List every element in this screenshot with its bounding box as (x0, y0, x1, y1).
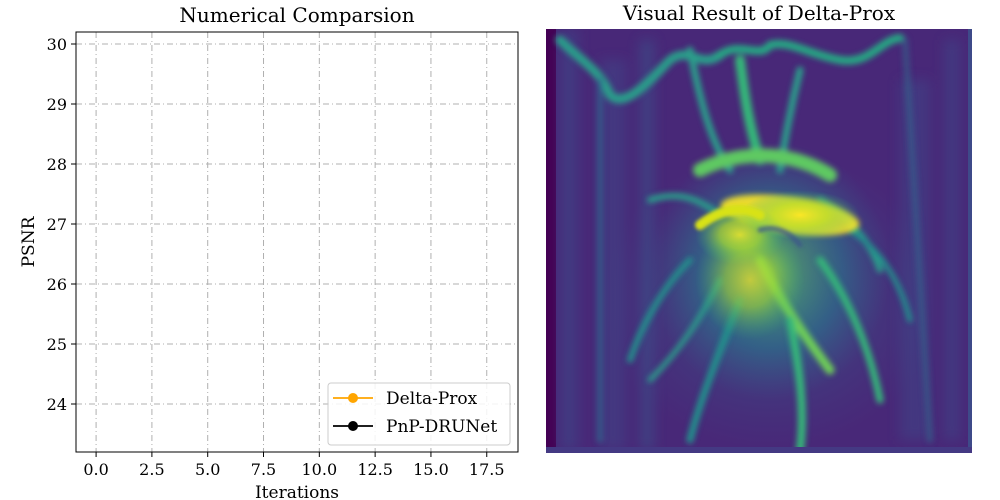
x-tick-label: 0.0 (83, 460, 108, 479)
left-chart-title: Numerical Comparsion (179, 3, 414, 27)
legend: Delta-Prox PnP-DRUNet (327, 382, 511, 446)
y-axis-ticks: 24 25 26 27 28 29 30 (47, 35, 76, 414)
right-panel-title: Visual Result of Delta-Prox (622, 1, 896, 25)
delta-prox-visual-result: Visual Result of Delta-Prox (546, 1, 972, 453)
x-axis-ticks: 0.0 2.5 5.0 7.5 10.0 12.5 15.0 17.5 (83, 452, 505, 479)
x-tick-label: 15.0 (413, 460, 449, 479)
legend-label-delta-prox: Delta-Prox (386, 389, 478, 409)
x-axis-label: Iterations (255, 483, 339, 500)
y-tick-label: 24 (47, 395, 67, 414)
x-tick-label: 10.0 (302, 460, 338, 479)
plot-area-frame (75, 31, 519, 453)
x-tick-label: 5.0 (195, 460, 220, 479)
legend-entry-pnp-drunet: PnP-DRUNet (333, 417, 497, 437)
y-tick-label: 25 (47, 335, 67, 354)
y-tick-label: 26 (47, 275, 67, 294)
legend-entry-delta-prox: Delta-Prox (333, 389, 478, 409)
legend-marker-pnp-drunet (348, 421, 358, 431)
legend-marker-delta-prox (348, 393, 358, 403)
y-tick-label: 28 (47, 155, 67, 174)
legend-box (327, 382, 511, 446)
y-tick-label: 30 (47, 35, 67, 54)
legend-label-pnp-drunet: PnP-DRUNet (386, 417, 497, 437)
x-tick-label: 2.5 (139, 460, 164, 479)
reconstructed-image (546, 29, 972, 453)
y-tick-label: 29 (47, 95, 67, 114)
grid-lines (76, 32, 518, 452)
x-tick-label: 7.5 (251, 460, 276, 479)
x-tick-label: 17.5 (469, 460, 505, 479)
psnr-line-chart: Numerical Comparsion 0.0 2.5 5.0 7.5 10.0 12.… (19, 3, 519, 500)
y-axis-label: PSNR (19, 215, 39, 267)
y-tick-label: 27 (47, 215, 67, 234)
x-tick-label: 12.5 (357, 460, 393, 479)
